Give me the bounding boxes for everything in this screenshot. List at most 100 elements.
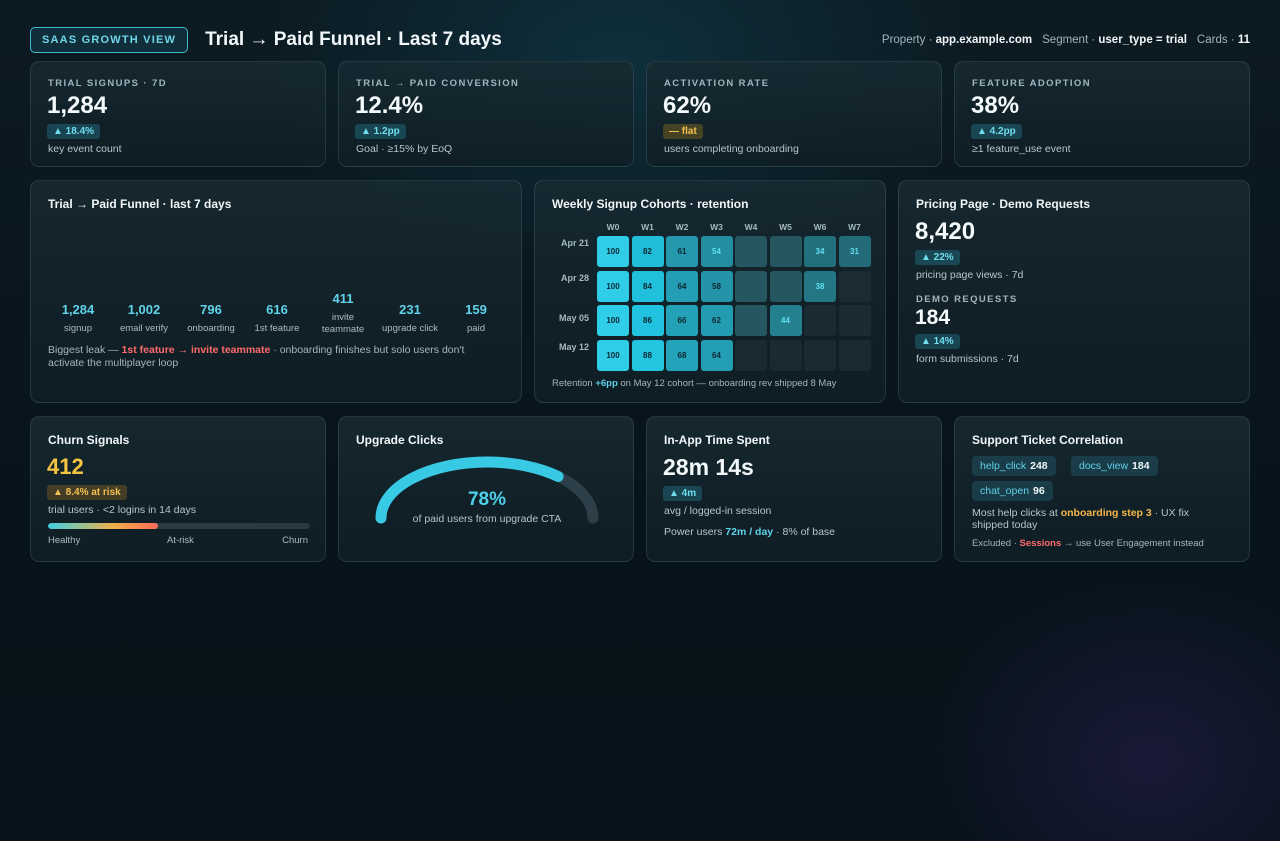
tag-count: 248 — [1030, 460, 1048, 472]
upgrade-card[interactable]: Upgrade Clicks 78% of paid users from up… — [338, 416, 634, 562]
cohort-cell[interactable]: 100 — [597, 270, 629, 302]
support-ex-highlight: Sessions — [1019, 538, 1062, 549]
upgrade-percent: 78% — [467, 489, 507, 510]
funnel-step-label: upgrade click — [382, 323, 438, 334]
funnel-step-label: onboarding — [187, 323, 235, 334]
time-spent-sub: avg / logged-in session — [664, 505, 772, 517]
kpi-card-trial-signups[interactable]: TRIAL SIGNUPS · 7D 1,284 ▲ 18.4% key eve… — [30, 61, 326, 167]
churn-title: Churn Signals — [48, 433, 130, 447]
cohort-cell[interactable] — [838, 305, 871, 336]
funnel-step[interactable]: 1,284 signup — [45, 302, 111, 335]
support-ex-post: → use User Engagement instead — [1061, 538, 1204, 549]
cohort-foot-highlight: +6pp — [595, 378, 618, 389]
funnel-step-label: 1st feature — [254, 323, 300, 334]
cohort-cell[interactable]: 88 — [631, 339, 664, 371]
kpi-label: TRIAL → PAID CONVERSION — [356, 78, 520, 89]
cohort-cell[interactable] — [804, 339, 836, 371]
funnel-step[interactable]: 231 upgrade click — [377, 302, 443, 335]
demo-requests-value: 184 — [915, 306, 951, 329]
funnel-steps: 1,284 signup 1,002 email verify 796 onbo… — [48, 289, 524, 337]
segment-filter[interactable]: Segment · user_type = trial — [1042, 34, 1187, 46]
cohort-cell[interactable]: 64 — [666, 270, 698, 302]
tag-name: docs_view — [1079, 460, 1129, 472]
cohort-cell[interactable]: 34 — [804, 236, 836, 267]
kpi-card-conversion[interactable]: TRIAL → PAID CONVERSION 12.4% ▲ 1.2pp Go… — [338, 61, 634, 167]
cohort-cell[interactable]: 58 — [700, 270, 733, 302]
segment-value: user_type = trial — [1098, 34, 1187, 46]
header-meta: Property · app.example.com Segment · use… — [882, 34, 1250, 46]
cohort-cell[interactable] — [735, 339, 767, 371]
cohort-cell[interactable] — [735, 236, 767, 267]
demo-requests-delta: ▲ 14% — [915, 334, 960, 349]
cohort-cell[interactable]: 84 — [631, 270, 664, 302]
view-badge[interactable]: SAAS GROWTH VIEW — [30, 27, 189, 53]
time-spent-card[interactable]: In-App Time Spent 28m 14s ▲ 4m avg / log… — [646, 416, 942, 562]
funnel-card[interactable]: Trial → Paid Funnel · last 7 days 1,284 … — [30, 180, 522, 403]
cohort-cell[interactable] — [735, 305, 767, 336]
pricing-views-value: 8,420 — [915, 218, 976, 245]
pricing-card[interactable]: Pricing Page · Demo Requests 8,420 ▲ 22%… — [898, 180, 1250, 403]
cohort-foot-post: on May 12 cohort — onboarding rev shippe… — [617, 378, 837, 389]
kpi-delta-badge: ▲ 4.2pp — [971, 124, 1022, 139]
cohort-cell[interactable] — [769, 270, 802, 302]
cohort-footnote: Retention +6pp on May 12 cohort — onboar… — [552, 378, 836, 389]
support-tag-help-click[interactable]: help_click 248 — [972, 456, 1056, 476]
cohort-cell[interactable]: 86 — [631, 305, 664, 336]
cohort-cell[interactable]: 54 — [700, 236, 733, 267]
churn-risk-bar — [48, 523, 310, 529]
support-excluded: Excluded · Sessions → use User Engagemen… — [972, 538, 1204, 549]
cohort-cell[interactable]: 31 — [838, 236, 871, 267]
cohort-cell[interactable] — [735, 270, 767, 302]
cohort-cell[interactable]: 61 — [666, 236, 698, 267]
support-note-pre: Most help clicks at — [972, 507, 1061, 519]
cohort-cell[interactable]: 100 — [597, 236, 629, 267]
cohort-week-header: W3 — [710, 222, 723, 232]
cohort-cell[interactable]: 62 — [700, 305, 733, 336]
funnel-step[interactable]: 616 1st feature — [244, 302, 310, 335]
power-highlight: 72m / day — [725, 526, 774, 538]
support-tag-docs-view[interactable]: docs_view 184 — [1071, 456, 1158, 476]
cohort-cell[interactable]: 66 — [666, 305, 698, 336]
churn-card[interactable]: Churn Signals 412 ▲ 8.4% at risk trial u… — [30, 416, 326, 562]
funnel-step[interactable]: 796 onboarding — [178, 302, 244, 335]
cohort-week-header: W7 — [848, 222, 861, 232]
kpi-value: 62% — [663, 92, 712, 119]
funnel-step[interactable]: 411 invite teammate — [310, 291, 376, 336]
cohort-cell[interactable]: 82 — [631, 236, 664, 267]
cohort-week-header: W2 — [675, 222, 689, 232]
cohort-cell[interactable]: 64 — [700, 339, 733, 371]
cohort-card[interactable]: Weekly Signup Cohorts · retention W0 W1 W2… — [534, 180, 886, 403]
cohort-cell[interactable] — [804, 305, 836, 336]
funnel-step-value: 616 — [266, 302, 288, 317]
funnel-step[interactable]: 159 paid — [443, 302, 509, 335]
cohort-cell[interactable] — [838, 339, 871, 371]
cohort-cell[interactable]: 68 — [666, 339, 698, 371]
cohort-cell[interactable] — [838, 270, 871, 302]
cohort-cell[interactable]: 100 — [597, 339, 629, 371]
cards-label: Cards · — [1196, 34, 1235, 46]
cards-count: Cards · 11 — [1197, 34, 1250, 46]
property-filter[interactable]: Property · app.example.com — [882, 34, 1032, 46]
kpi-card-feature-adoption[interactable]: FEATURE ADOPTION 38% ▲ 4.2pp ≥1 feature_… — [954, 61, 1250, 167]
support-tag-chat-open[interactable]: chat_open 96 — [972, 481, 1053, 501]
kpi-card-activation[interactable]: ACTIVATION RATE 62% — flat users complet… — [646, 61, 942, 167]
support-note-post: · UX fix shipped today — [972, 507, 1190, 531]
tag-name: help_click — [980, 460, 1027, 472]
funnel-step[interactable]: 1,002 email verify — [111, 302, 177, 335]
cohort-cell[interactable]: 38 — [804, 270, 836, 302]
cohort-cell[interactable]: 100 — [597, 305, 629, 336]
funnel-step-value: 231 — [399, 302, 421, 317]
legend-churn: Churn — [282, 535, 308, 546]
funnel-step-value: 1,002 — [127, 302, 161, 317]
kpi-delta-badge: ▲ 18.4% — [47, 124, 101, 139]
support-title: Support Ticket Correlation — [972, 433, 1124, 447]
support-note: Most help clicks at onboarding step 3 · … — [972, 507, 1227, 531]
cohort-cell[interactable] — [769, 339, 802, 371]
cohort-week-header: W1 — [641, 222, 654, 232]
cohort-cell[interactable]: 44 — [769, 305, 802, 336]
funnel-note-pre: Biggest leak — — [48, 344, 122, 356]
time-spent-title: In-App Time Spent — [664, 433, 770, 447]
kpi-delta-badge: — flat — [663, 124, 703, 139]
cohort-cell[interactable] — [769, 236, 802, 267]
support-card[interactable]: Support Ticket Correlation help_click 248… — [954, 416, 1250, 562]
